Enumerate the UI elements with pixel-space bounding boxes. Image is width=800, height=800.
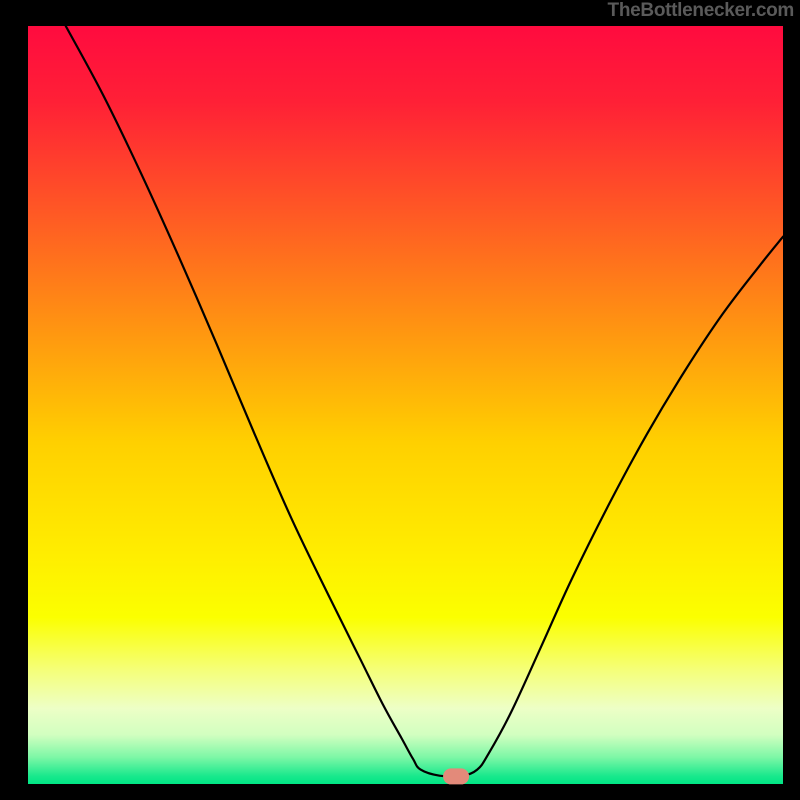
optimal-marker [443, 768, 469, 784]
bottleneck-chart [0, 0, 800, 800]
watermark-text: TheBottlenecker.com [608, 0, 794, 22]
plot-background [28, 26, 783, 784]
